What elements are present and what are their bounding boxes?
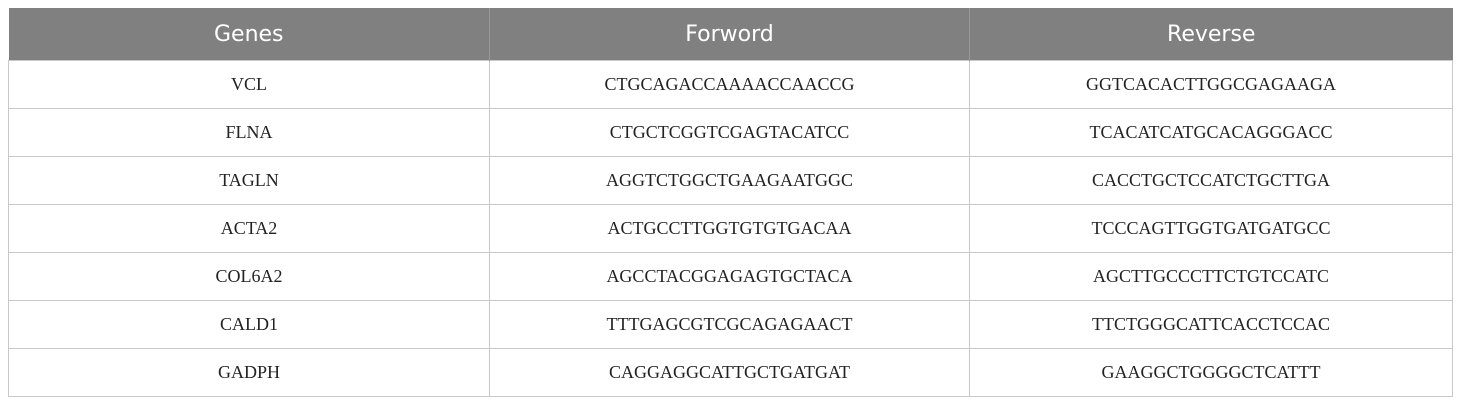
forward-primer-cell: CTGCAGACCAAAACCAACCG xyxy=(489,60,970,109)
forward-primer-cell: ACTGCCTTGGTGTGTGACAA xyxy=(489,204,970,253)
table-row: TAGLN AGGTCTGGCTGAAGAATGGC CACCTGCTCCATCTG… xyxy=(8,156,1453,205)
gene-cell: TAGLN xyxy=(8,156,490,205)
gene-cell: FLNA xyxy=(8,108,490,157)
reverse-primer-cell: TTCTGGGCATTCACCTCCAC xyxy=(969,300,1453,349)
forward-primer-cell: CTGCTCGGTCGAGTACATCC xyxy=(489,108,970,157)
gene-cell: CALD1 xyxy=(8,300,490,349)
reverse-primer-cell: CACCTGCTCCATCTGCTTGA xyxy=(969,156,1453,205)
table-row: COL6A2 AGCCTACGGAGAGTGCTACA AGCTTGCCCTTCTG… xyxy=(8,252,1453,301)
table-row: GADPH CAGGAGGCATTGCTGATGAT GAAGGCTGGGGCTCA… xyxy=(8,348,1453,397)
forward-primer-cell: TTTGAGCGTCGCAGAGAACT xyxy=(489,300,970,349)
gene-cell: GADPH xyxy=(8,348,490,397)
reverse-primer-cell: TCACATCATGCACAGGGACC xyxy=(969,108,1453,157)
reverse-primer-cell: TCCCAGTTGGTGATGATGCC xyxy=(969,204,1453,253)
gene-cell: COL6A2 xyxy=(8,252,490,301)
primer-table: Genes Forword Reverse VCL CTGCAGACCAAAACC… xyxy=(8,8,1453,397)
header-genes: Genes xyxy=(8,8,490,61)
forward-primer-cell: AGCCTACGGAGAGTGCTACA xyxy=(489,252,970,301)
table-row: FLNA CTGCTCGGTCGAGTACATCC TCACATCATGCACAGG… xyxy=(8,108,1453,157)
table-row: ACTA2 ACTGCCTTGGTGTGTGACAA TCCCAGTTGGTGATG… xyxy=(8,204,1453,253)
header-reverse: Reverse xyxy=(969,8,1453,61)
forward-primer-cell: CAGGAGGCATTGCTGATGAT xyxy=(489,348,970,397)
gene-cell: ACTA2 xyxy=(8,204,490,253)
table-row: VCL CTGCAGACCAAAACCAACCG GGTCACACTTGGCGAGA… xyxy=(8,60,1453,109)
table-row: CALD1 TTTGAGCGTCGCAGAGAACT TTCTGGGCATTCACC… xyxy=(8,300,1453,349)
reverse-primer-cell: GAAGGCTGGGGCTCATTT xyxy=(969,348,1453,397)
header-row: Genes Forword Reverse xyxy=(8,8,1453,61)
header-forward: Forword xyxy=(489,8,970,61)
reverse-primer-cell: AGCTTGCCCTTCTGTCCATC xyxy=(969,252,1453,301)
forward-primer-cell: AGGTCTGGCTGAAGAATGGC xyxy=(489,156,970,205)
reverse-primer-cell: GGTCACACTTGGCGAGAAGA xyxy=(969,60,1453,109)
gene-cell: VCL xyxy=(8,60,490,109)
